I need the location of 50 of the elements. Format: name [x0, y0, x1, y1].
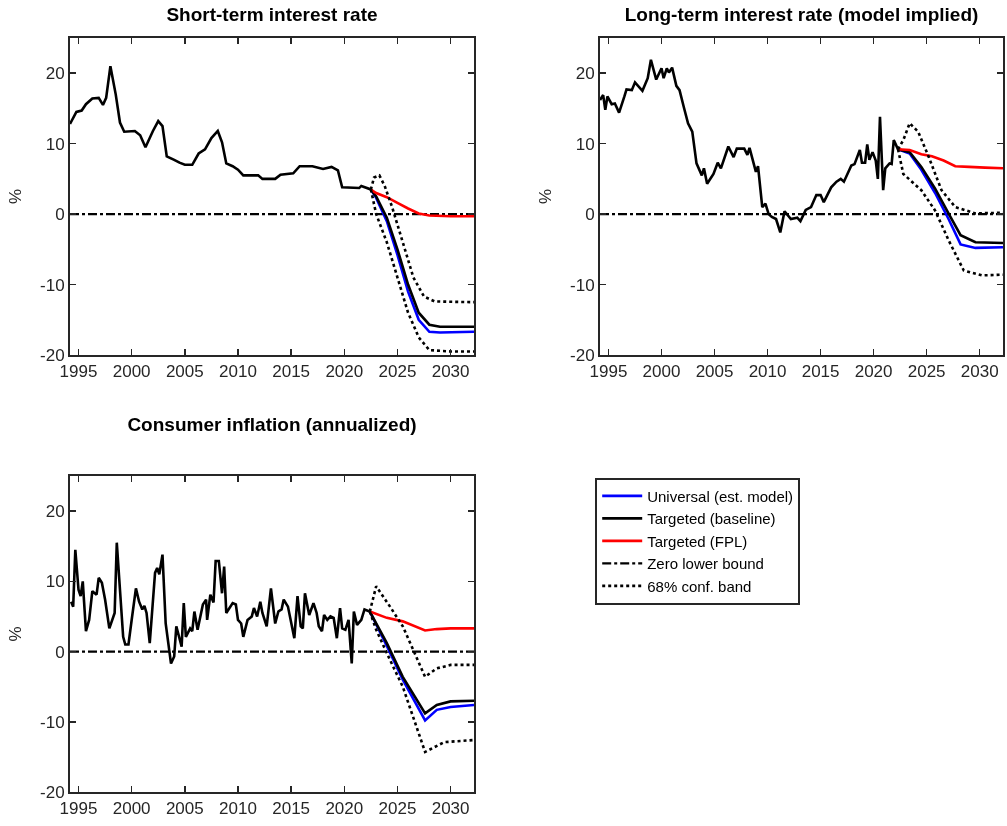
- x-tick-label: 2005: [695, 362, 734, 382]
- x-tick-label: 2030: [431, 799, 470, 819]
- y-tick-label: -10: [40, 712, 65, 732]
- legend-label: Targeted (FPL): [647, 532, 748, 550]
- y-axis-title: %: [6, 188, 26, 205]
- y-tick-label: -10: [40, 275, 65, 295]
- x-tick-label: 2020: [325, 799, 364, 819]
- y-tick-label: 20: [45, 64, 65, 84]
- legend-label: Zero lower bound: [647, 555, 764, 573]
- x-tick-label: 2000: [112, 799, 151, 819]
- legend-label: Targeted (baseline): [647, 510, 776, 528]
- x-tick-label: 2010: [219, 799, 257, 819]
- x-tick-label: 2015: [272, 799, 311, 819]
- x-tick-label: 1995: [59, 362, 98, 382]
- chart-title: Short-term interest rate: [166, 4, 378, 26]
- x-tick-label: 2020: [325, 362, 364, 382]
- x-tick-label: 1995: [589, 362, 628, 382]
- x-tick-label: 2010: [219, 362, 257, 382]
- y-tick-label: 10: [575, 134, 595, 154]
- y-axis-title: %: [6, 626, 26, 642]
- y-tick-label: 20: [45, 502, 65, 522]
- x-tick-label: 2010: [748, 362, 787, 382]
- y-tick-label: 20: [575, 64, 595, 84]
- y-tick-label: 0: [55, 205, 65, 225]
- y-tick-label: 0: [55, 642, 65, 662]
- x-tick-label: 2005: [165, 362, 204, 382]
- x-tick-label: 2030: [960, 362, 999, 382]
- y-tick-label: -10: [570, 275, 595, 295]
- y-tick-label: -20: [40, 345, 65, 365]
- chart-title: Long-term interest rate (model implied): [624, 4, 979, 26]
- x-tick-label: 2020: [854, 362, 893, 382]
- x-tick-label: 2025: [907, 362, 946, 382]
- x-tick-label: 2025: [378, 799, 417, 819]
- y-axis-title: %: [536, 188, 556, 205]
- x-tick-label: 2015: [272, 362, 311, 382]
- x-tick-label: 2000: [642, 362, 681, 382]
- chart-title: Consumer inflation (annualized): [127, 414, 417, 436]
- legend-label: 68% conf. band: [647, 577, 752, 595]
- y-tick-label: 10: [45, 572, 65, 592]
- x-tick-label: 2015: [801, 362, 840, 382]
- x-tick-label: 2000: [112, 362, 151, 382]
- y-tick-label: -20: [40, 782, 65, 802]
- x-tick-label: 2030: [431, 362, 470, 382]
- y-tick-label: 10: [45, 134, 65, 154]
- x-tick-label: 2025: [378, 362, 417, 382]
- y-tick-label: 0: [585, 205, 595, 225]
- x-tick-label: 1995: [59, 799, 98, 819]
- legend-label: Universal (est. model): [647, 487, 794, 505]
- y-tick-label: -20: [570, 345, 595, 365]
- x-tick-label: 2005: [165, 799, 204, 819]
